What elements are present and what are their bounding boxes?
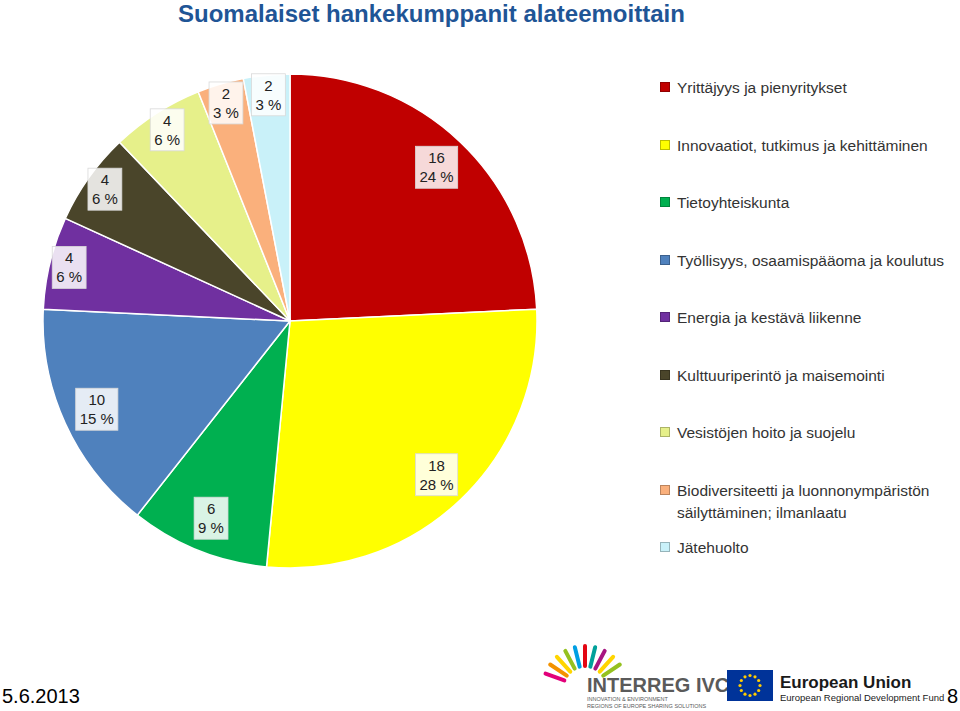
legend-swatch bbox=[660, 140, 670, 150]
slice-label: 69 % bbox=[194, 497, 228, 539]
label-box bbox=[194, 497, 228, 539]
slice-percent: 6 % bbox=[56, 268, 82, 285]
legend-swatch bbox=[660, 427, 670, 437]
logo-stroke bbox=[546, 674, 565, 681]
label-box bbox=[251, 74, 285, 116]
data-labels: 1624 %1828 %69 %1015 %46 %46 %46 %23 %23… bbox=[52, 74, 457, 539]
logo-stroke bbox=[575, 647, 580, 666]
legend-item: Energia ja kestävä liikenne bbox=[660, 307, 959, 329]
slice-label: 23 % bbox=[209, 82, 243, 124]
pie-slice bbox=[267, 309, 537, 568]
slice-percent: 15 % bbox=[80, 410, 114, 427]
legend-item: Vesistöjen hoito ja suojelu bbox=[660, 422, 959, 444]
logo-subtext: INNOVATION & ENVIRONMENT bbox=[587, 696, 668, 702]
footer: 5.6.2013 8 INTERREG IVCINNOVATION & ENVIRO… bbox=[2, 646, 958, 709]
logo-stroke bbox=[565, 651, 574, 669]
label-box bbox=[88, 168, 122, 210]
legend-label: Tietoyhteiskunta bbox=[677, 192, 959, 214]
slice-percent: 3 % bbox=[213, 104, 239, 121]
legend-label: Biodiversiteetti ja luonnonympäristön sä… bbox=[677, 480, 959, 524]
legend-item: Innovaatiot, tutkimus ja kehittäminen bbox=[660, 135, 959, 157]
chart-title: Suomalaiset hankekumppanit alateemoittai… bbox=[178, 0, 685, 27]
logo-stroke bbox=[583, 646, 587, 666]
legend-item: Kulttuuriperintö ja maisemointi bbox=[660, 365, 959, 387]
flag-star bbox=[743, 675, 746, 678]
flag-star bbox=[743, 693, 746, 696]
flag-star bbox=[757, 689, 760, 692]
pie-slice bbox=[243, 74, 290, 321]
label-box bbox=[150, 109, 184, 151]
legend-swatch bbox=[660, 485, 670, 495]
legend-label: Vesistöjen hoito ja suojelu bbox=[677, 422, 959, 444]
flag-star bbox=[740, 679, 743, 682]
footer-date: 5.6.2013 bbox=[2, 685, 80, 707]
slice-label: 18 28 % bbox=[415, 454, 457, 496]
slice-percent: 3 % bbox=[255, 96, 281, 113]
slice-percent: 24 % bbox=[419, 168, 453, 185]
flag-star bbox=[748, 694, 751, 697]
label-box bbox=[209, 82, 243, 124]
logo-subtext: REGIONS OF EUROPE SHARING SOLUTIONS bbox=[587, 703, 707, 709]
slice-value: 10 bbox=[88, 391, 105, 408]
legend-swatch bbox=[660, 542, 670, 552]
flag-star bbox=[757, 679, 760, 682]
legend-label: Innovaatiot, tutkimus ja kehittäminen bbox=[677, 135, 959, 157]
slice-value: 2 bbox=[264, 77, 272, 94]
legend-swatch bbox=[660, 312, 670, 322]
slice-value: 4 bbox=[163, 112, 171, 129]
flag-star bbox=[758, 684, 761, 687]
slice-value: 18 bbox=[428, 457, 445, 474]
eu-flag: European UnionEuropean Regional Developm… bbox=[727, 670, 944, 703]
pie-slice bbox=[290, 74, 537, 321]
label-box bbox=[415, 146, 457, 188]
flag-field bbox=[727, 670, 773, 701]
legend-label: Kulttuuriperintö ja maisemointi bbox=[677, 365, 959, 387]
slice-label: 10 15 % bbox=[76, 388, 118, 430]
slice-value: 6 bbox=[207, 500, 215, 517]
legend-label: Yrittäjyys ja pienyritykset bbox=[677, 77, 959, 99]
flag-star bbox=[753, 675, 756, 678]
interreg-logo: INTERREG IVCINNOVATION & ENVIRONMENTREGI… bbox=[546, 646, 730, 709]
pie-slice bbox=[43, 309, 290, 515]
label-box bbox=[415, 454, 457, 496]
slice-label: 23 % bbox=[251, 74, 285, 116]
logo-text: European Union bbox=[780, 673, 911, 692]
slice-percent: 6 % bbox=[154, 131, 180, 148]
legend-item: Jätehuolto bbox=[660, 537, 959, 559]
slice-label: 16 24 % bbox=[415, 146, 457, 188]
legend-label: Työllisyys, osaamispääoma ja koulutus bbox=[677, 250, 959, 272]
flag-star bbox=[740, 689, 743, 692]
legend-item: Työllisyys, osaamispääoma ja koulutus bbox=[660, 250, 959, 272]
legend-swatch bbox=[660, 370, 670, 380]
flag-star bbox=[748, 674, 751, 677]
slice-label: 46 % bbox=[88, 168, 122, 210]
flag-star bbox=[738, 684, 741, 687]
slice-value: 2 bbox=[222, 85, 230, 102]
slice-value: 16 bbox=[428, 149, 445, 166]
slice-label: 46 % bbox=[150, 109, 184, 151]
logo-stroke bbox=[590, 647, 595, 666]
slice-percent: 9 % bbox=[198, 519, 224, 536]
label-box bbox=[52, 246, 86, 288]
logo-subtext: European Regional Development Fund bbox=[780, 692, 944, 703]
label-box bbox=[76, 388, 118, 430]
legend-item: Biodiversiteetti ja luonnonympäristön sä… bbox=[660, 480, 959, 524]
slice-label: 46 % bbox=[52, 246, 86, 288]
legend-swatch bbox=[660, 255, 670, 265]
legend-label: Jätehuolto bbox=[677, 537, 959, 559]
footer-page: 8 bbox=[947, 685, 958, 707]
legend-item: Tietoyhteiskunta bbox=[660, 192, 959, 214]
logo-text: INTERREG IVC bbox=[587, 674, 729, 696]
slice-value: 4 bbox=[65, 249, 73, 266]
pie bbox=[43, 74, 537, 568]
legend-label: Energia ja kestävä liikenne bbox=[677, 307, 959, 329]
slice-percent: 28 % bbox=[419, 476, 453, 493]
flag-star bbox=[753, 693, 756, 696]
slice-percent: 6 % bbox=[92, 190, 118, 207]
legend-item: Yrittäjyys ja pienyritykset bbox=[660, 77, 959, 99]
slice-value: 4 bbox=[101, 171, 109, 188]
page: Suomalaiset hankekumppanit alateemoittai… bbox=[0, 0, 960, 711]
legend-swatch bbox=[660, 82, 670, 92]
legend-swatch bbox=[660, 197, 670, 207]
